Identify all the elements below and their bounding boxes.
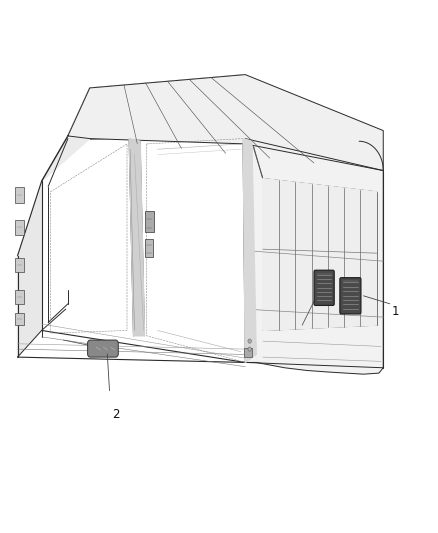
- Bar: [15, 258, 24, 272]
- Circle shape: [248, 339, 251, 343]
- Polygon shape: [90, 75, 245, 139]
- Bar: [15, 187, 24, 203]
- Bar: [244, 348, 252, 357]
- Bar: [15, 220, 24, 235]
- Bar: [15, 313, 24, 325]
- Bar: [15, 290, 24, 304]
- Polygon shape: [243, 139, 256, 362]
- Circle shape: [248, 347, 251, 351]
- FancyBboxPatch shape: [314, 270, 334, 305]
- Polygon shape: [68, 75, 383, 171]
- Polygon shape: [18, 181, 42, 357]
- Text: 1: 1: [392, 305, 399, 318]
- FancyBboxPatch shape: [88, 340, 118, 357]
- Polygon shape: [42, 136, 90, 181]
- Polygon shape: [129, 139, 145, 336]
- Polygon shape: [263, 179, 377, 330]
- Text: 2: 2: [112, 408, 120, 421]
- Bar: [145, 211, 154, 232]
- FancyBboxPatch shape: [340, 278, 361, 314]
- Polygon shape: [245, 139, 383, 374]
- Bar: [145, 239, 153, 257]
